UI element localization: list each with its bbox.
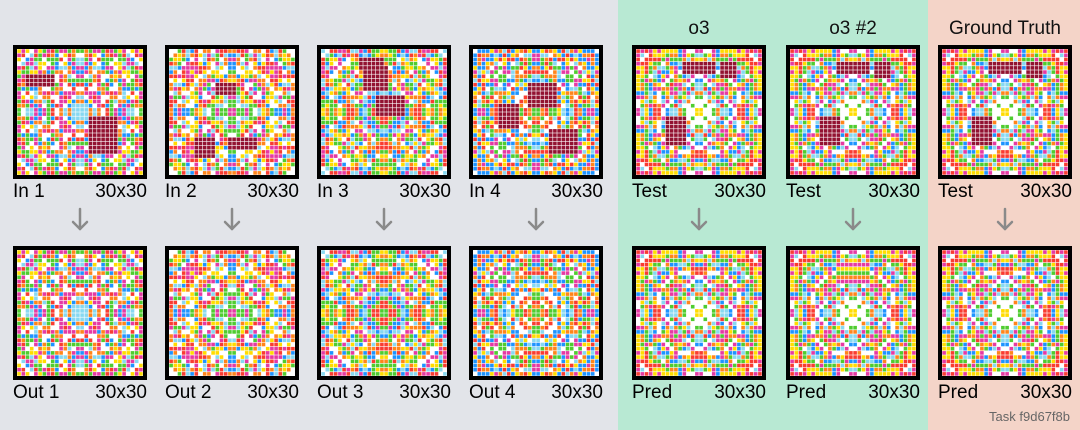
grid-cells [169,250,295,376]
grid-size: 30x30 [714,382,766,403]
grid-name: Out 4 [469,382,516,403]
grid-name: Pred [938,382,979,403]
grid-in-2 [165,45,299,179]
grid-size: 30x30 [551,382,603,403]
grid-cells [790,49,916,175]
grid-cells [17,49,143,175]
down-arrow-icon [843,207,863,233]
grid-name: Pred [786,382,827,403]
grid-cells [942,250,1068,376]
grid-cells [321,49,447,175]
grid-out-3 [317,246,451,380]
grid-size: 30x30 [247,181,299,202]
down-arrow-icon [70,207,90,233]
grid-name: In 2 [165,181,197,202]
grid-in-3 [317,45,451,179]
grid-size: 30x30 [868,382,920,403]
grid-cells [17,250,143,376]
label-in-2: In 2 30x30 [165,181,299,203]
grid-cells [473,250,599,376]
label-pred-o3: Pred 30x30 [632,382,766,404]
grid-name: Test [786,181,821,202]
grid-test-ground-truth [938,45,1072,179]
grid-cells [942,49,1068,175]
grid-name: Pred [632,382,673,403]
grid-name: Out 2 [165,382,212,403]
grid-cells [636,250,762,376]
grid-out-1 [13,246,147,380]
heading-ground-truth: Ground Truth [949,18,1061,39]
grid-size: 30x30 [399,382,451,403]
down-arrow-icon [995,207,1015,233]
label-in-1: In 1 30x30 [13,181,147,203]
grid-cells [473,49,599,175]
grid-cells [321,250,447,376]
grid-pred-o3 [632,246,766,380]
grid-name: In 3 [317,181,349,202]
grid-out-2 [165,246,299,380]
down-arrow-icon [689,207,709,233]
grid-test-o3-2 [786,45,920,179]
down-arrow-icon [374,207,394,233]
grid-ground-truth-output [938,246,1072,380]
grid-size: 30x30 [551,181,603,202]
label-test-o3: Test 30x30 [632,181,766,203]
grid-size: 30x30 [247,382,299,403]
grid-size: 30x30 [399,181,451,202]
grid-size: 30x30 [868,181,920,202]
grid-in-1 [13,45,147,179]
grid-in-4 [469,45,603,179]
grid-test-o3 [632,45,766,179]
label-out-3: Out 3 30x30 [317,382,451,404]
grid-name: Test [938,181,973,202]
grid-name: Test [632,181,667,202]
label-test-o3-2: Test 30x30 [786,181,920,203]
grid-size: 30x30 [1020,181,1072,202]
grid-name: In 1 [13,181,45,202]
heading-o3: o3 [688,18,710,39]
grid-size: 30x30 [95,181,147,202]
grid-cells [169,49,295,175]
grid-name: Out 1 [13,382,60,403]
grid-name: Out 3 [317,382,364,403]
heading-o3-2: o3 #2 [829,18,877,39]
label-pred-o3-2: Pred 30x30 [786,382,920,404]
grid-size: 30x30 [714,181,766,202]
label-out-4: Out 4 30x30 [469,382,603,404]
grid-name: In 4 [469,181,501,202]
label-in-4: In 4 30x30 [469,181,603,203]
grid-out-4 [469,246,603,380]
grid-size: 30x30 [95,382,147,403]
grid-size: 30x30 [1020,382,1072,403]
task-id: Task f9d67f8b [989,409,1070,424]
label-out-1: Out 1 30x30 [13,382,147,404]
down-arrow-icon [526,207,546,233]
grid-cells [636,49,762,175]
down-arrow-icon [222,207,242,233]
label-in-3: In 3 30x30 [317,181,451,203]
label-pred-ground-truth: Pred 30x30 [938,382,1072,404]
grid-pred-o3-2 [786,246,920,380]
label-test-ground-truth: Test 30x30 [938,181,1072,203]
grid-cells [790,250,916,376]
label-out-2: Out 2 30x30 [165,382,299,404]
